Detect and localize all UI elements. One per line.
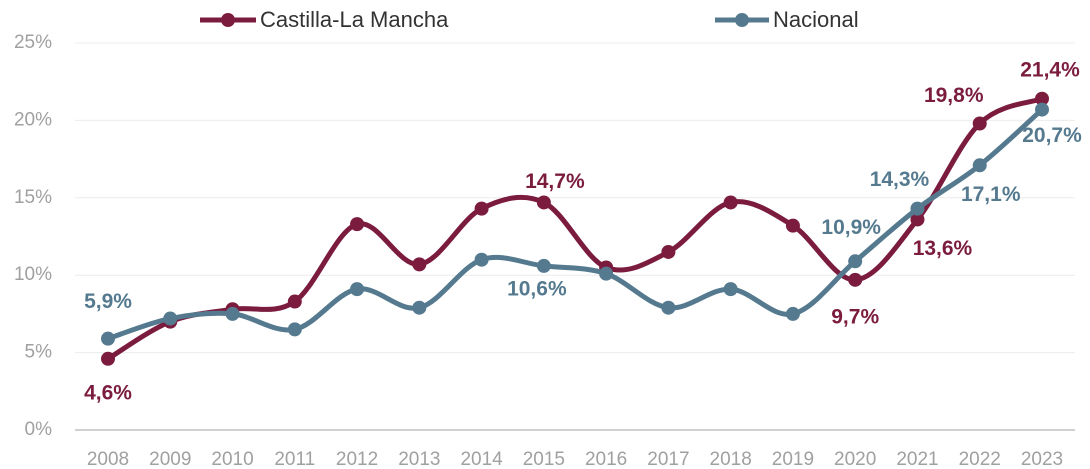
x-tick-label: 2010	[211, 449, 253, 469]
x-tick-label: 2012	[336, 449, 378, 469]
data-point	[785, 306, 800, 321]
data-label: 21,4%	[1020, 58, 1080, 81]
x-tick-label: 2021	[896, 449, 938, 469]
data-point	[101, 351, 115, 366]
data-point	[723, 282, 738, 297]
data-point	[723, 195, 738, 210]
data-label: 10,6%	[507, 277, 567, 300]
x-tick-label: 2019	[772, 449, 814, 469]
data-point	[910, 212, 925, 227]
y-tick-label: 10%	[14, 264, 52, 285]
data-label: 10,9%	[821, 216, 881, 239]
data-label: 19,8%	[924, 84, 984, 107]
x-tick-label: 2020	[834, 449, 876, 469]
data-point	[287, 322, 302, 337]
legend-marker	[735, 13, 749, 27]
data-point	[350, 282, 365, 297]
data-point	[599, 266, 614, 281]
data-label: 13,6%	[913, 237, 973, 260]
x-tick-label: 2017	[647, 449, 689, 469]
y-tick-label: 20%	[14, 109, 52, 130]
y-tick-label: 15%	[14, 187, 52, 208]
data-point	[785, 218, 800, 233]
data-label: 4,6%	[84, 381, 132, 404]
x-tick-label: 2009	[149, 449, 191, 469]
data-label: 14,7%	[525, 170, 585, 193]
data-point	[163, 311, 178, 326]
data-label: 14,3%	[870, 168, 930, 191]
x-tick-label: 2018	[710, 449, 752, 469]
x-tick-label: 2008	[87, 449, 129, 469]
data-point	[536, 195, 551, 210]
data-point	[1035, 102, 1049, 117]
legend-label: Castilla-La Mancha	[260, 7, 449, 32]
x-tick-label: 2023	[1021, 449, 1063, 469]
x-tick-label: 2013	[398, 449, 440, 469]
x-tick-label: 2014	[460, 449, 503, 469]
data-point	[412, 257, 427, 272]
data-point	[287, 294, 302, 309]
y-tick-label: 25%	[14, 32, 52, 53]
x-tick-label: 2011	[274, 449, 315, 469]
data-point	[972, 116, 987, 131]
data-point	[972, 158, 987, 173]
x-tick-label: 2022	[959, 449, 1001, 469]
legend-label: Nacional	[773, 7, 859, 32]
data-label: 9,7%	[831, 305, 879, 328]
data-point	[474, 252, 489, 267]
data-point	[412, 300, 427, 315]
data-point	[225, 306, 240, 321]
data-point	[101, 331, 115, 346]
data-point	[848, 254, 863, 269]
data-point	[1035, 91, 1049, 106]
data-label: 17,1%	[961, 183, 1021, 206]
data-point	[910, 201, 925, 216]
x-tick-label: 2015	[523, 449, 565, 469]
series-line	[107, 107, 1044, 342]
x-tick-label: 2016	[585, 449, 627, 469]
legend-marker	[221, 13, 235, 27]
data-point	[661, 300, 676, 315]
data-point	[474, 201, 489, 216]
data-point	[848, 272, 863, 287]
y-tick-label: 0%	[25, 419, 53, 440]
series-line	[106, 96, 1043, 361]
data-point	[661, 244, 676, 259]
data-label: 20,7%	[1022, 124, 1082, 147]
data-point	[536, 258, 551, 273]
data-label: 5,9%	[84, 290, 132, 313]
data-point	[350, 217, 365, 232]
y-tick-label: 5%	[25, 342, 53, 363]
